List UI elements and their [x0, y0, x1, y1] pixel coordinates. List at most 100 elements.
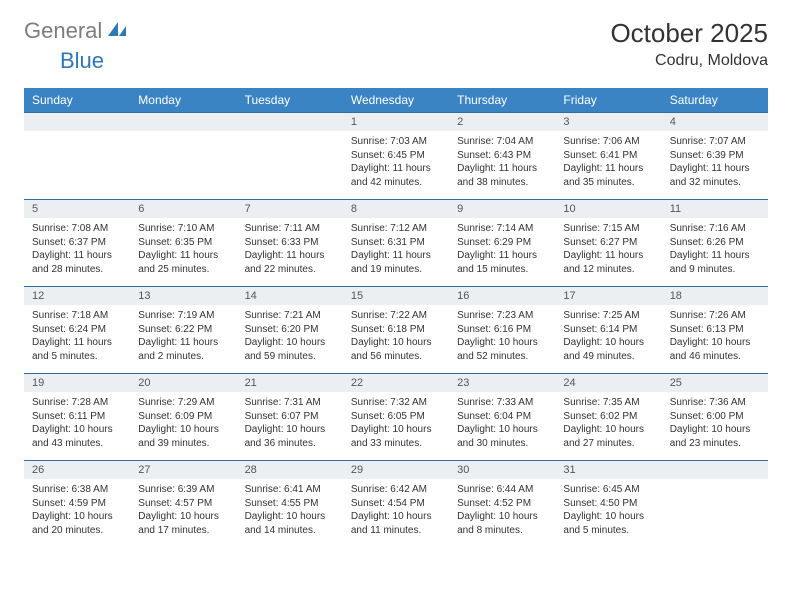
day-number: 17	[555, 287, 661, 306]
sunrise-text: Sunrise: 7:23 AM	[457, 309, 547, 323]
sunset-text: Sunset: 6:09 PM	[138, 410, 228, 424]
daylight-text: Daylight: 10 hours	[138, 510, 228, 524]
day-cell: Sunrise: 7:28 AMSunset: 6:11 PMDaylight:…	[24, 392, 130, 461]
day-number: 26	[24, 461, 130, 480]
day-number: 8	[343, 200, 449, 219]
sunset-text: Sunset: 6:26 PM	[670, 236, 760, 250]
daylight-text: and 22 minutes.	[245, 263, 335, 277]
daylight-text: and 19 minutes.	[351, 263, 441, 277]
day-number: 28	[237, 461, 343, 480]
day-number: 9	[449, 200, 555, 219]
daylight-text: Daylight: 10 hours	[563, 336, 653, 350]
sunset-text: Sunset: 6:41 PM	[563, 149, 653, 163]
day-cell: Sunrise: 6:39 AMSunset: 4:57 PMDaylight:…	[130, 479, 236, 547]
sunrise-text: Sunrise: 7:22 AM	[351, 309, 441, 323]
daylight-text: and 20 minutes.	[32, 524, 122, 538]
day-cell: Sunrise: 7:14 AMSunset: 6:29 PMDaylight:…	[449, 218, 555, 287]
day-number: 18	[662, 287, 768, 306]
daylight-text: Daylight: 11 hours	[138, 249, 228, 263]
daylight-text: and 17 minutes.	[138, 524, 228, 538]
daylight-text: and 49 minutes.	[563, 350, 653, 364]
day-cell	[662, 479, 768, 547]
weekday-header: Sunday	[24, 88, 130, 113]
day-cell: Sunrise: 7:23 AMSunset: 6:16 PMDaylight:…	[449, 305, 555, 374]
day-cell	[24, 131, 130, 200]
day-cell	[130, 131, 236, 200]
daylight-text: and 2 minutes.	[138, 350, 228, 364]
day-number: 12	[24, 287, 130, 306]
day-number: 10	[555, 200, 661, 219]
daylight-text: and 9 minutes.	[670, 263, 760, 277]
day-cell: Sunrise: 7:26 AMSunset: 6:13 PMDaylight:…	[662, 305, 768, 374]
sunset-text: Sunset: 6:24 PM	[32, 323, 122, 337]
sunset-text: Sunset: 6:05 PM	[351, 410, 441, 424]
day-cell: Sunrise: 7:18 AMSunset: 6:24 PMDaylight:…	[24, 305, 130, 374]
day-number: 30	[449, 461, 555, 480]
day-cell: Sunrise: 6:38 AMSunset: 4:59 PMDaylight:…	[24, 479, 130, 547]
daylight-text: and 5 minutes.	[32, 350, 122, 364]
day-cell: Sunrise: 7:35 AMSunset: 6:02 PMDaylight:…	[555, 392, 661, 461]
daylight-text: and 32 minutes.	[670, 176, 760, 190]
day-cell: Sunrise: 7:36 AMSunset: 6:00 PMDaylight:…	[662, 392, 768, 461]
brand-logo: General	[24, 18, 130, 44]
sunset-text: Sunset: 6:35 PM	[138, 236, 228, 250]
day-cell: Sunrise: 7:31 AMSunset: 6:07 PMDaylight:…	[237, 392, 343, 461]
daylight-text: Daylight: 10 hours	[457, 510, 547, 524]
day-cell: Sunrise: 7:29 AMSunset: 6:09 PMDaylight:…	[130, 392, 236, 461]
sunset-text: Sunset: 6:07 PM	[245, 410, 335, 424]
weekday-header: Tuesday	[237, 88, 343, 113]
daylight-text: Daylight: 11 hours	[670, 249, 760, 263]
sunset-text: Sunset: 4:55 PM	[245, 497, 335, 511]
day-cell: Sunrise: 7:15 AMSunset: 6:27 PMDaylight:…	[555, 218, 661, 287]
day-number: 16	[449, 287, 555, 306]
daylight-text: and 42 minutes.	[351, 176, 441, 190]
sunrise-text: Sunrise: 6:45 AM	[563, 483, 653, 497]
sunset-text: Sunset: 6:27 PM	[563, 236, 653, 250]
info-row: Sunrise: 7:03 AMSunset: 6:45 PMDaylight:…	[24, 131, 768, 200]
daynum-row: 567891011	[24, 200, 768, 219]
day-cell: Sunrise: 7:07 AMSunset: 6:39 PMDaylight:…	[662, 131, 768, 200]
sunset-text: Sunset: 4:57 PM	[138, 497, 228, 511]
day-cell: Sunrise: 7:11 AMSunset: 6:33 PMDaylight:…	[237, 218, 343, 287]
daylight-text: Daylight: 10 hours	[351, 510, 441, 524]
sunrise-text: Sunrise: 7:29 AM	[138, 396, 228, 410]
daylight-text: and 56 minutes.	[351, 350, 441, 364]
sunrise-text: Sunrise: 7:03 AM	[351, 135, 441, 149]
daylight-text: and 33 minutes.	[351, 437, 441, 451]
daylight-text: Daylight: 10 hours	[563, 510, 653, 524]
weekday-header: Wednesday	[343, 88, 449, 113]
daylight-text: Daylight: 11 hours	[563, 249, 653, 263]
daylight-text: Daylight: 10 hours	[32, 423, 122, 437]
sunset-text: Sunset: 6:43 PM	[457, 149, 547, 163]
weekday-header: Saturday	[662, 88, 768, 113]
day-number: 19	[24, 374, 130, 393]
daylight-text: Daylight: 11 hours	[670, 162, 760, 176]
day-cell: Sunrise: 6:42 AMSunset: 4:54 PMDaylight:…	[343, 479, 449, 547]
weekday-header: Friday	[555, 88, 661, 113]
daylight-text: and 5 minutes.	[563, 524, 653, 538]
info-row: Sunrise: 7:08 AMSunset: 6:37 PMDaylight:…	[24, 218, 768, 287]
sunset-text: Sunset: 6:00 PM	[670, 410, 760, 424]
title-block: October 2025 Codru, Moldova	[610, 18, 768, 70]
daylight-text: and 35 minutes.	[563, 176, 653, 190]
daylight-text: and 36 minutes.	[245, 437, 335, 451]
day-cell: Sunrise: 7:32 AMSunset: 6:05 PMDaylight:…	[343, 392, 449, 461]
daylight-text: Daylight: 10 hours	[138, 423, 228, 437]
daylight-text: Daylight: 10 hours	[670, 336, 760, 350]
sunset-text: Sunset: 6:37 PM	[32, 236, 122, 250]
sunrise-text: Sunrise: 7:04 AM	[457, 135, 547, 149]
day-cell: Sunrise: 7:08 AMSunset: 6:37 PMDaylight:…	[24, 218, 130, 287]
day-number: 24	[555, 374, 661, 393]
daylight-text: Daylight: 10 hours	[351, 423, 441, 437]
sunrise-text: Sunrise: 7:10 AM	[138, 222, 228, 236]
sunrise-text: Sunrise: 6:41 AM	[245, 483, 335, 497]
daylight-text: and 27 minutes.	[563, 437, 653, 451]
sunset-text: Sunset: 4:59 PM	[32, 497, 122, 511]
sunset-text: Sunset: 4:50 PM	[563, 497, 653, 511]
sunset-text: Sunset: 4:52 PM	[457, 497, 547, 511]
daylight-text: Daylight: 11 hours	[457, 249, 547, 263]
info-row: Sunrise: 6:38 AMSunset: 4:59 PMDaylight:…	[24, 479, 768, 547]
day-number: 3	[555, 113, 661, 132]
daylight-text: Daylight: 11 hours	[351, 249, 441, 263]
day-cell	[237, 131, 343, 200]
